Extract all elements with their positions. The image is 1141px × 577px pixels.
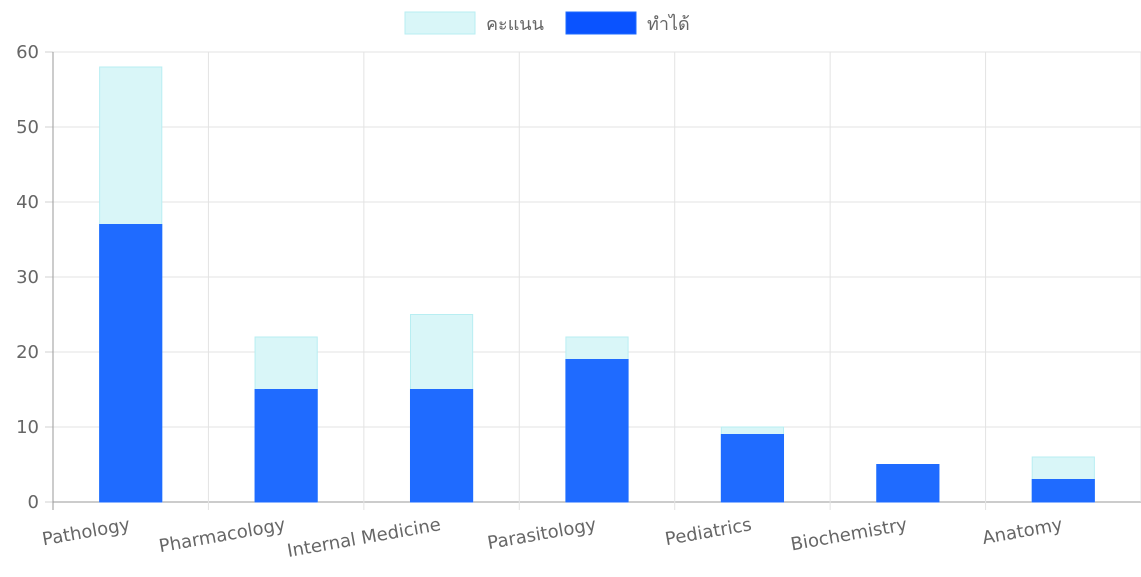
legend-swatch — [404, 11, 476, 35]
x-tick-label: Internal Medicine — [286, 514, 443, 562]
bar-achieved — [720, 434, 785, 503]
bar-achieved — [565, 359, 629, 503]
x-tick-label: Parasitology — [486, 514, 598, 554]
legend-item-score[interactable]: คะแนน — [404, 11, 544, 35]
bar-achieved — [876, 464, 940, 503]
y-tick-label: 60 — [16, 42, 39, 63]
x-tick-label: Pathology — [41, 514, 132, 550]
x-tick-label: Biochemistry — [789, 514, 909, 555]
legend-label: คะแนน — [486, 14, 544, 35]
y-tick-label: 30 — [16, 267, 39, 288]
y-tick-label: 50 — [16, 117, 39, 138]
legend-swatch — [565, 11, 637, 35]
legend[interactable]: คะแนน ทำได้ — [404, 11, 690, 35]
y-tick-label: 10 — [16, 417, 39, 438]
bars — [99, 66, 1095, 503]
bar-achieved — [409, 389, 474, 503]
legend-item-achieved[interactable]: ทำได้ — [565, 11, 690, 35]
x-tick-label: Pharmacology — [157, 514, 287, 557]
x-tick-label: Anatomy — [981, 514, 1065, 549]
y-tick-label: 40 — [16, 192, 39, 213]
legend-label: ทำได้ — [647, 13, 690, 35]
bar-achieved — [99, 224, 163, 503]
y-tick-label: 20 — [16, 342, 39, 363]
bar-achieved — [1031, 479, 1095, 503]
bar-achieved — [254, 389, 318, 503]
y-tick-label: 0 — [28, 492, 39, 513]
x-tick-label: Pediatrics — [663, 514, 753, 550]
